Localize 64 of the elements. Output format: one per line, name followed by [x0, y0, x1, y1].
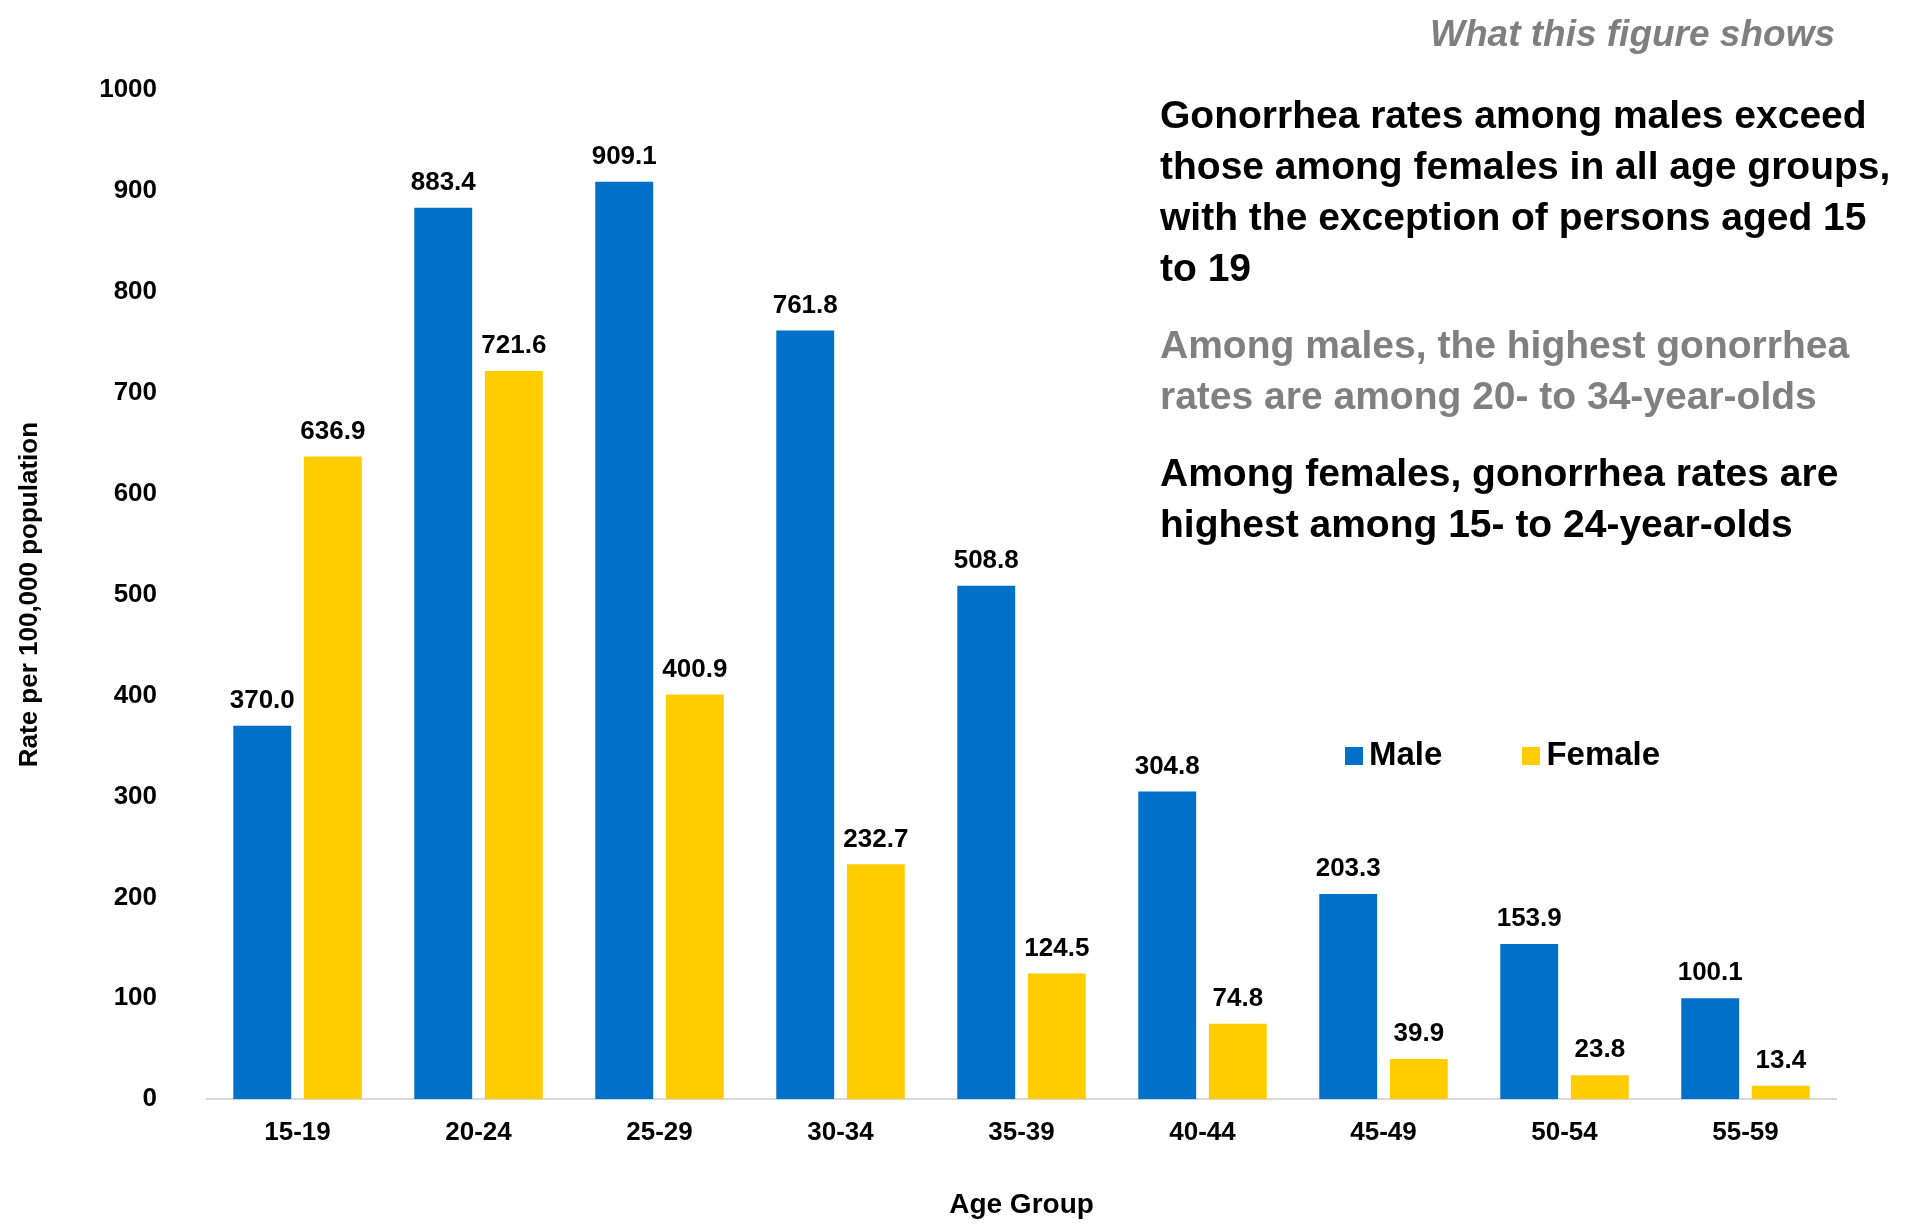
data-label: 883.4: [410, 165, 477, 196]
data-label: 761.8: [772, 288, 838, 319]
legend-label: Male: [1368, 735, 1443, 773]
annotation: Among females, gonorrhea rates are highest among 15- to 24-year-olds: [1160, 450, 1840, 547]
y-tick-label: 500: [113, 577, 158, 608]
y-tick-label: 1000: [99, 73, 158, 104]
y-tick-label: 400: [113, 678, 158, 709]
bar: [776, 330, 835, 1100]
x-tick-label: 55-59: [1712, 1115, 1779, 1146]
bar: [1208, 1023, 1267, 1100]
bar: [1570, 1075, 1629, 1100]
legend-label: Female: [1545, 735, 1661, 773]
bar: [957, 585, 1016, 1100]
bar: [233, 725, 292, 1100]
x-tick-label: 20-24: [445, 1115, 513, 1146]
x-tick-label: 45-49: [1350, 1115, 1417, 1146]
annotation: Among males, the highest gonorrhea rates are among 20- to 34-year-olds: [1160, 322, 1851, 419]
y-tick-label: 700: [113, 375, 158, 406]
bar: [414, 207, 473, 1100]
data-label: 400.9: [662, 652, 728, 683]
bar: [846, 864, 905, 1100]
bar: [1389, 1058, 1448, 1100]
y-tick-label: 100: [113, 981, 158, 1012]
x-axis-title: Age Group: [949, 1187, 1094, 1219]
y-tick-label: 600: [113, 476, 158, 507]
bar: [303, 456, 362, 1100]
data-label: 13.4: [1755, 1043, 1807, 1074]
bar: [1751, 1085, 1810, 1100]
bar: [665, 694, 724, 1100]
data-label: 39.9: [1393, 1017, 1445, 1048]
y-tick-label: 900: [113, 174, 158, 205]
bar: [1681, 998, 1740, 1100]
data-label: 74.8: [1212, 981, 1264, 1012]
x-tick-label: 25-29: [626, 1115, 693, 1146]
bar: [1027, 973, 1086, 1100]
x-tick-label: 15-19: [264, 1115, 331, 1146]
data-label: 153.9: [1496, 902, 1562, 933]
x-tick-label: 40-44: [1169, 1115, 1237, 1146]
data-label: 636.9: [300, 414, 366, 445]
y-tick-label: 300: [113, 779, 158, 810]
x-tick-label: 35-39: [988, 1115, 1055, 1146]
data-label: 124.5: [1024, 931, 1090, 962]
data-label: 232.7: [843, 822, 909, 853]
y-axis-title: Rate per 100,000 population: [12, 421, 43, 768]
data-label: 100.1: [1677, 956, 1743, 987]
data-label: 23.8: [1574, 1033, 1626, 1064]
bar: [595, 181, 654, 1100]
data-label: 508.8: [953, 543, 1019, 574]
data-label: 304.8: [1134, 749, 1200, 780]
y-tick-label: 200: [113, 880, 158, 911]
data-label: 370.0: [229, 683, 295, 714]
data-label: 909.1: [591, 139, 657, 170]
x-tick-label: 30-34: [807, 1115, 875, 1146]
bar: [1500, 943, 1559, 1100]
data-label: 203.3: [1315, 852, 1381, 883]
y-tick-label: 0: [142, 1082, 158, 1113]
bar: [1319, 894, 1378, 1100]
bar: [1138, 791, 1197, 1100]
bar: [484, 370, 543, 1100]
x-tick-label: 50-54: [1531, 1115, 1599, 1146]
annotation: Gonorrhea rates among males exceed those among females in all age groups, with the exception of persons aged 15 to 19: [1160, 92, 1892, 291]
text: What this figure shows: [1429, 12, 1836, 56]
y-tick-label: 800: [113, 275, 158, 306]
data-label: 721.6: [481, 329, 547, 360]
